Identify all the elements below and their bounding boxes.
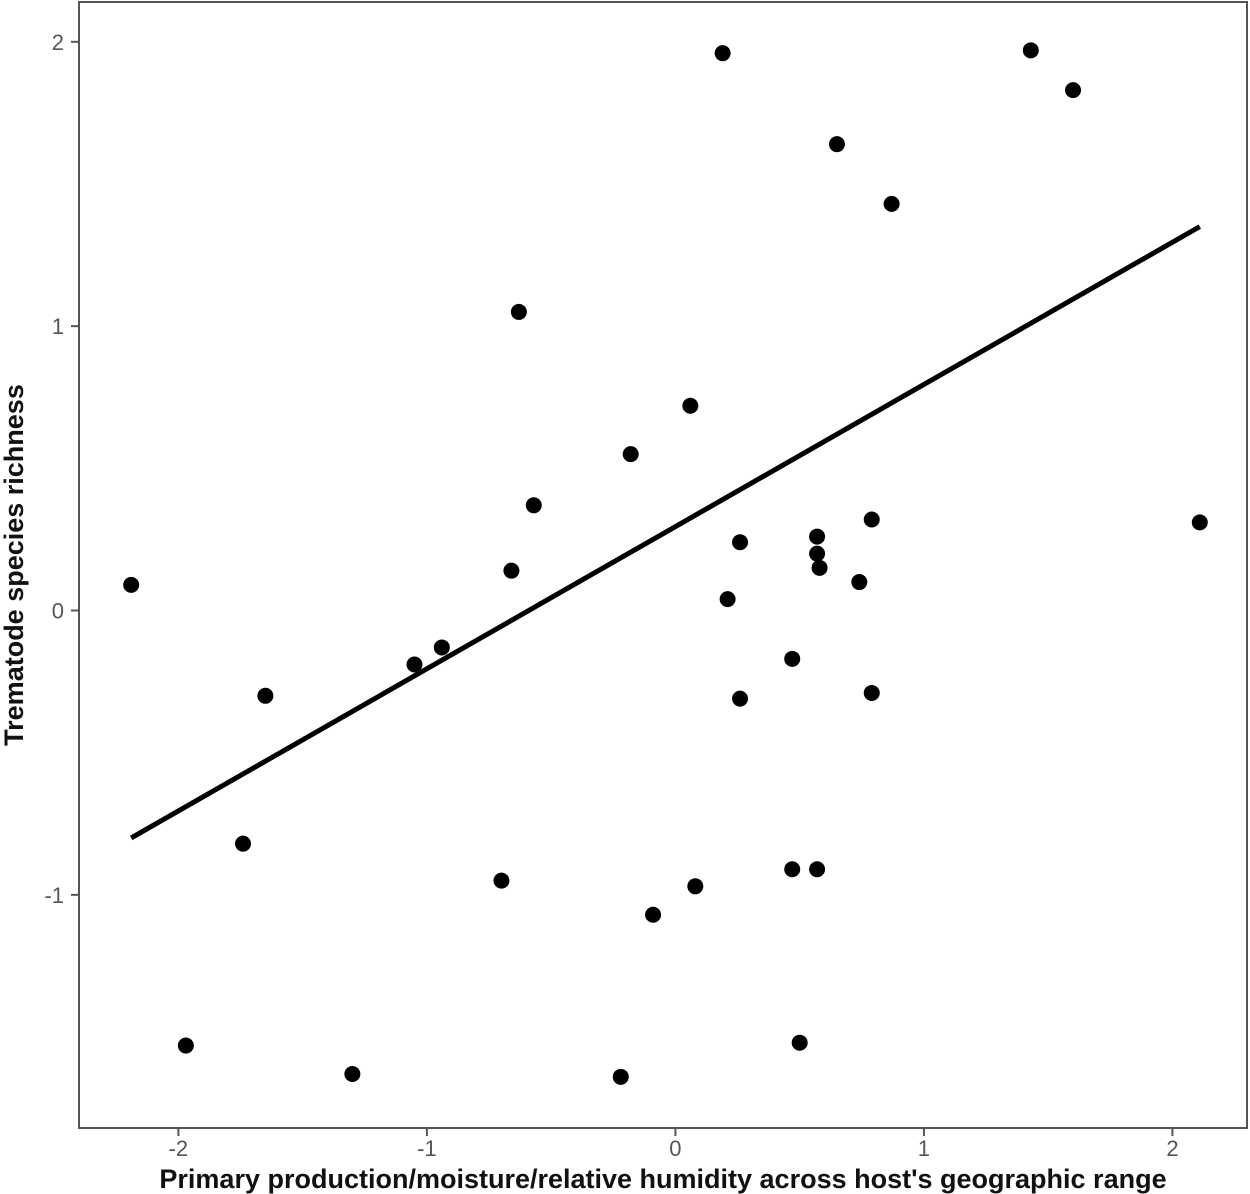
x-tick-label: -1 (417, 1136, 437, 1161)
y-tick-label: 1 (52, 314, 64, 339)
data-point (525, 497, 542, 514)
data-point (344, 1065, 361, 1082)
data-point (732, 534, 749, 551)
data-point (687, 878, 704, 895)
data-point (714, 45, 731, 62)
data-point (177, 1037, 194, 1054)
data-point (784, 650, 801, 667)
data-point (828, 136, 845, 153)
data-point (863, 684, 880, 701)
x-tick-label: 1 (918, 1136, 930, 1161)
data-point (784, 861, 801, 878)
data-point (851, 574, 868, 591)
data-point (809, 545, 826, 562)
data-point (645, 906, 662, 923)
data-point (811, 559, 828, 576)
data-point (883, 195, 900, 212)
plot-frame (78, 1, 1248, 1129)
data-point (433, 639, 450, 656)
data-point (123, 576, 140, 593)
data-point (809, 861, 826, 878)
data-point (1191, 514, 1208, 531)
data-point (682, 397, 699, 414)
data-point (1065, 82, 1082, 99)
y-axis-label: Trematode species richness (0, 384, 29, 746)
data-points (123, 42, 1208, 1085)
data-point (809, 528, 826, 545)
data-point (257, 687, 274, 704)
y-tick-label: -1 (44, 883, 64, 908)
data-point (235, 835, 252, 852)
data-point (612, 1068, 629, 1085)
regression-line (129, 224, 1202, 841)
data-point (493, 872, 510, 889)
data-point (510, 303, 527, 320)
x-tick-label: -2 (169, 1136, 189, 1161)
y-tick-label: 0 (52, 598, 64, 623)
x-axis-label: Primary production/moisture/relative hum… (159, 1164, 1166, 1194)
data-point (622, 446, 639, 463)
x-axis-ticks: -2 -1 0 1 2 (169, 1128, 1179, 1161)
x-tick-label: 0 (669, 1136, 681, 1161)
data-point (732, 690, 749, 707)
data-point (503, 562, 520, 579)
data-point (791, 1034, 808, 1051)
x-tick-label: 2 (1166, 1136, 1178, 1161)
data-point (719, 591, 736, 608)
y-tick-label: 2 (52, 30, 64, 55)
y-axis-ticks: -1 0 1 2 (44, 30, 79, 908)
data-point (406, 656, 423, 673)
data-point (1022, 42, 1039, 59)
data-point (863, 511, 880, 528)
